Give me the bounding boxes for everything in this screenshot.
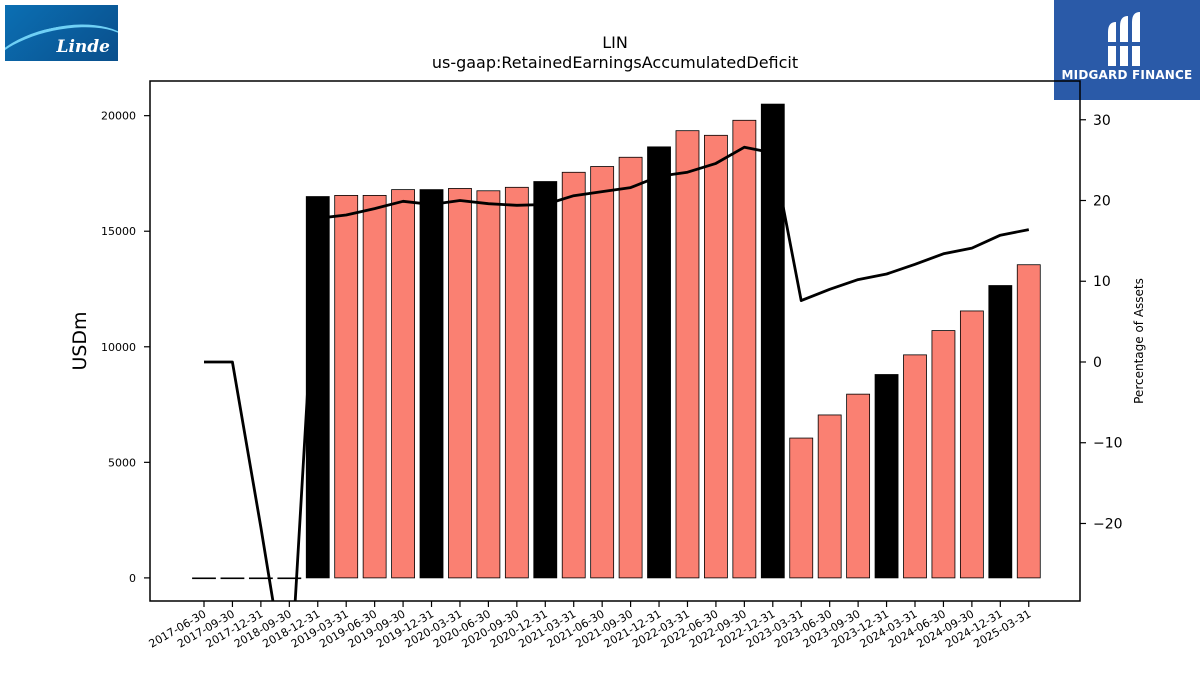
y2-tick-label: 0 [1093, 355, 1102, 371]
bar [704, 134, 728, 579]
bar [647, 146, 671, 579]
bar [561, 171, 586, 579]
bar [391, 189, 415, 579]
bar [732, 119, 757, 579]
bar [760, 103, 785, 579]
bar [305, 196, 330, 579]
bar [476, 190, 501, 579]
bar [277, 577, 302, 580]
y2-tick-label: 30 [1093, 113, 1111, 129]
midgard-logo-text: MIDGARD FINANCE [1061, 68, 1193, 82]
bar [675, 130, 700, 579]
y2-tick-label: 20 [1093, 194, 1111, 210]
bar [448, 188, 472, 579]
bar [419, 189, 444, 579]
bar [959, 310, 984, 579]
bar [192, 577, 216, 580]
bar [846, 393, 871, 579]
midgard-mark-icon [1108, 12, 1140, 66]
chart-title: LIN [602, 33, 628, 52]
bar [590, 166, 615, 579]
bar [903, 354, 927, 579]
bar [362, 194, 387, 579]
linde-logo: Linde [5, 5, 118, 61]
y-tick-label: 0 [129, 572, 136, 585]
percentage-line [204, 145, 1030, 601]
y2-tick-label: 10 [1093, 274, 1111, 290]
y-axis-label: USDm [69, 311, 91, 370]
chart-subtitle: us-gaap:RetainedEarningsAccumulatedDefic… [432, 53, 798, 72]
y-tick-label: 10000 [101, 341, 136, 354]
midgard-finance-logo: MIDGARD FINANCE [1054, 0, 1200, 100]
bar [789, 437, 814, 579]
bar [220, 577, 245, 580]
linde-logo-text: Linde [56, 37, 110, 57]
bar [504, 186, 529, 579]
bar [1016, 264, 1041, 579]
y2-tick-label: −10 [1093, 436, 1123, 452]
bar [248, 577, 273, 580]
y-tick-label: 5000 [108, 456, 136, 469]
bar [817, 414, 842, 579]
bar [618, 156, 643, 579]
y-tick-label: 20000 [101, 110, 136, 123]
bars-group [192, 103, 1041, 580]
axes-group: 05000100001500020000−20−1001020302017-06… [101, 110, 1123, 651]
bar [874, 374, 899, 579]
y2-axis-label: Percentage of Assets [1132, 278, 1146, 404]
plot-frame [149, 80, 1081, 602]
bar [533, 181, 558, 579]
bar [988, 285, 1013, 579]
bar [931, 330, 956, 579]
bar [334, 194, 359, 579]
y-tick-label: 15000 [101, 225, 136, 238]
y2-tick-label: −20 [1093, 516, 1123, 532]
line-group [204, 145, 1030, 601]
